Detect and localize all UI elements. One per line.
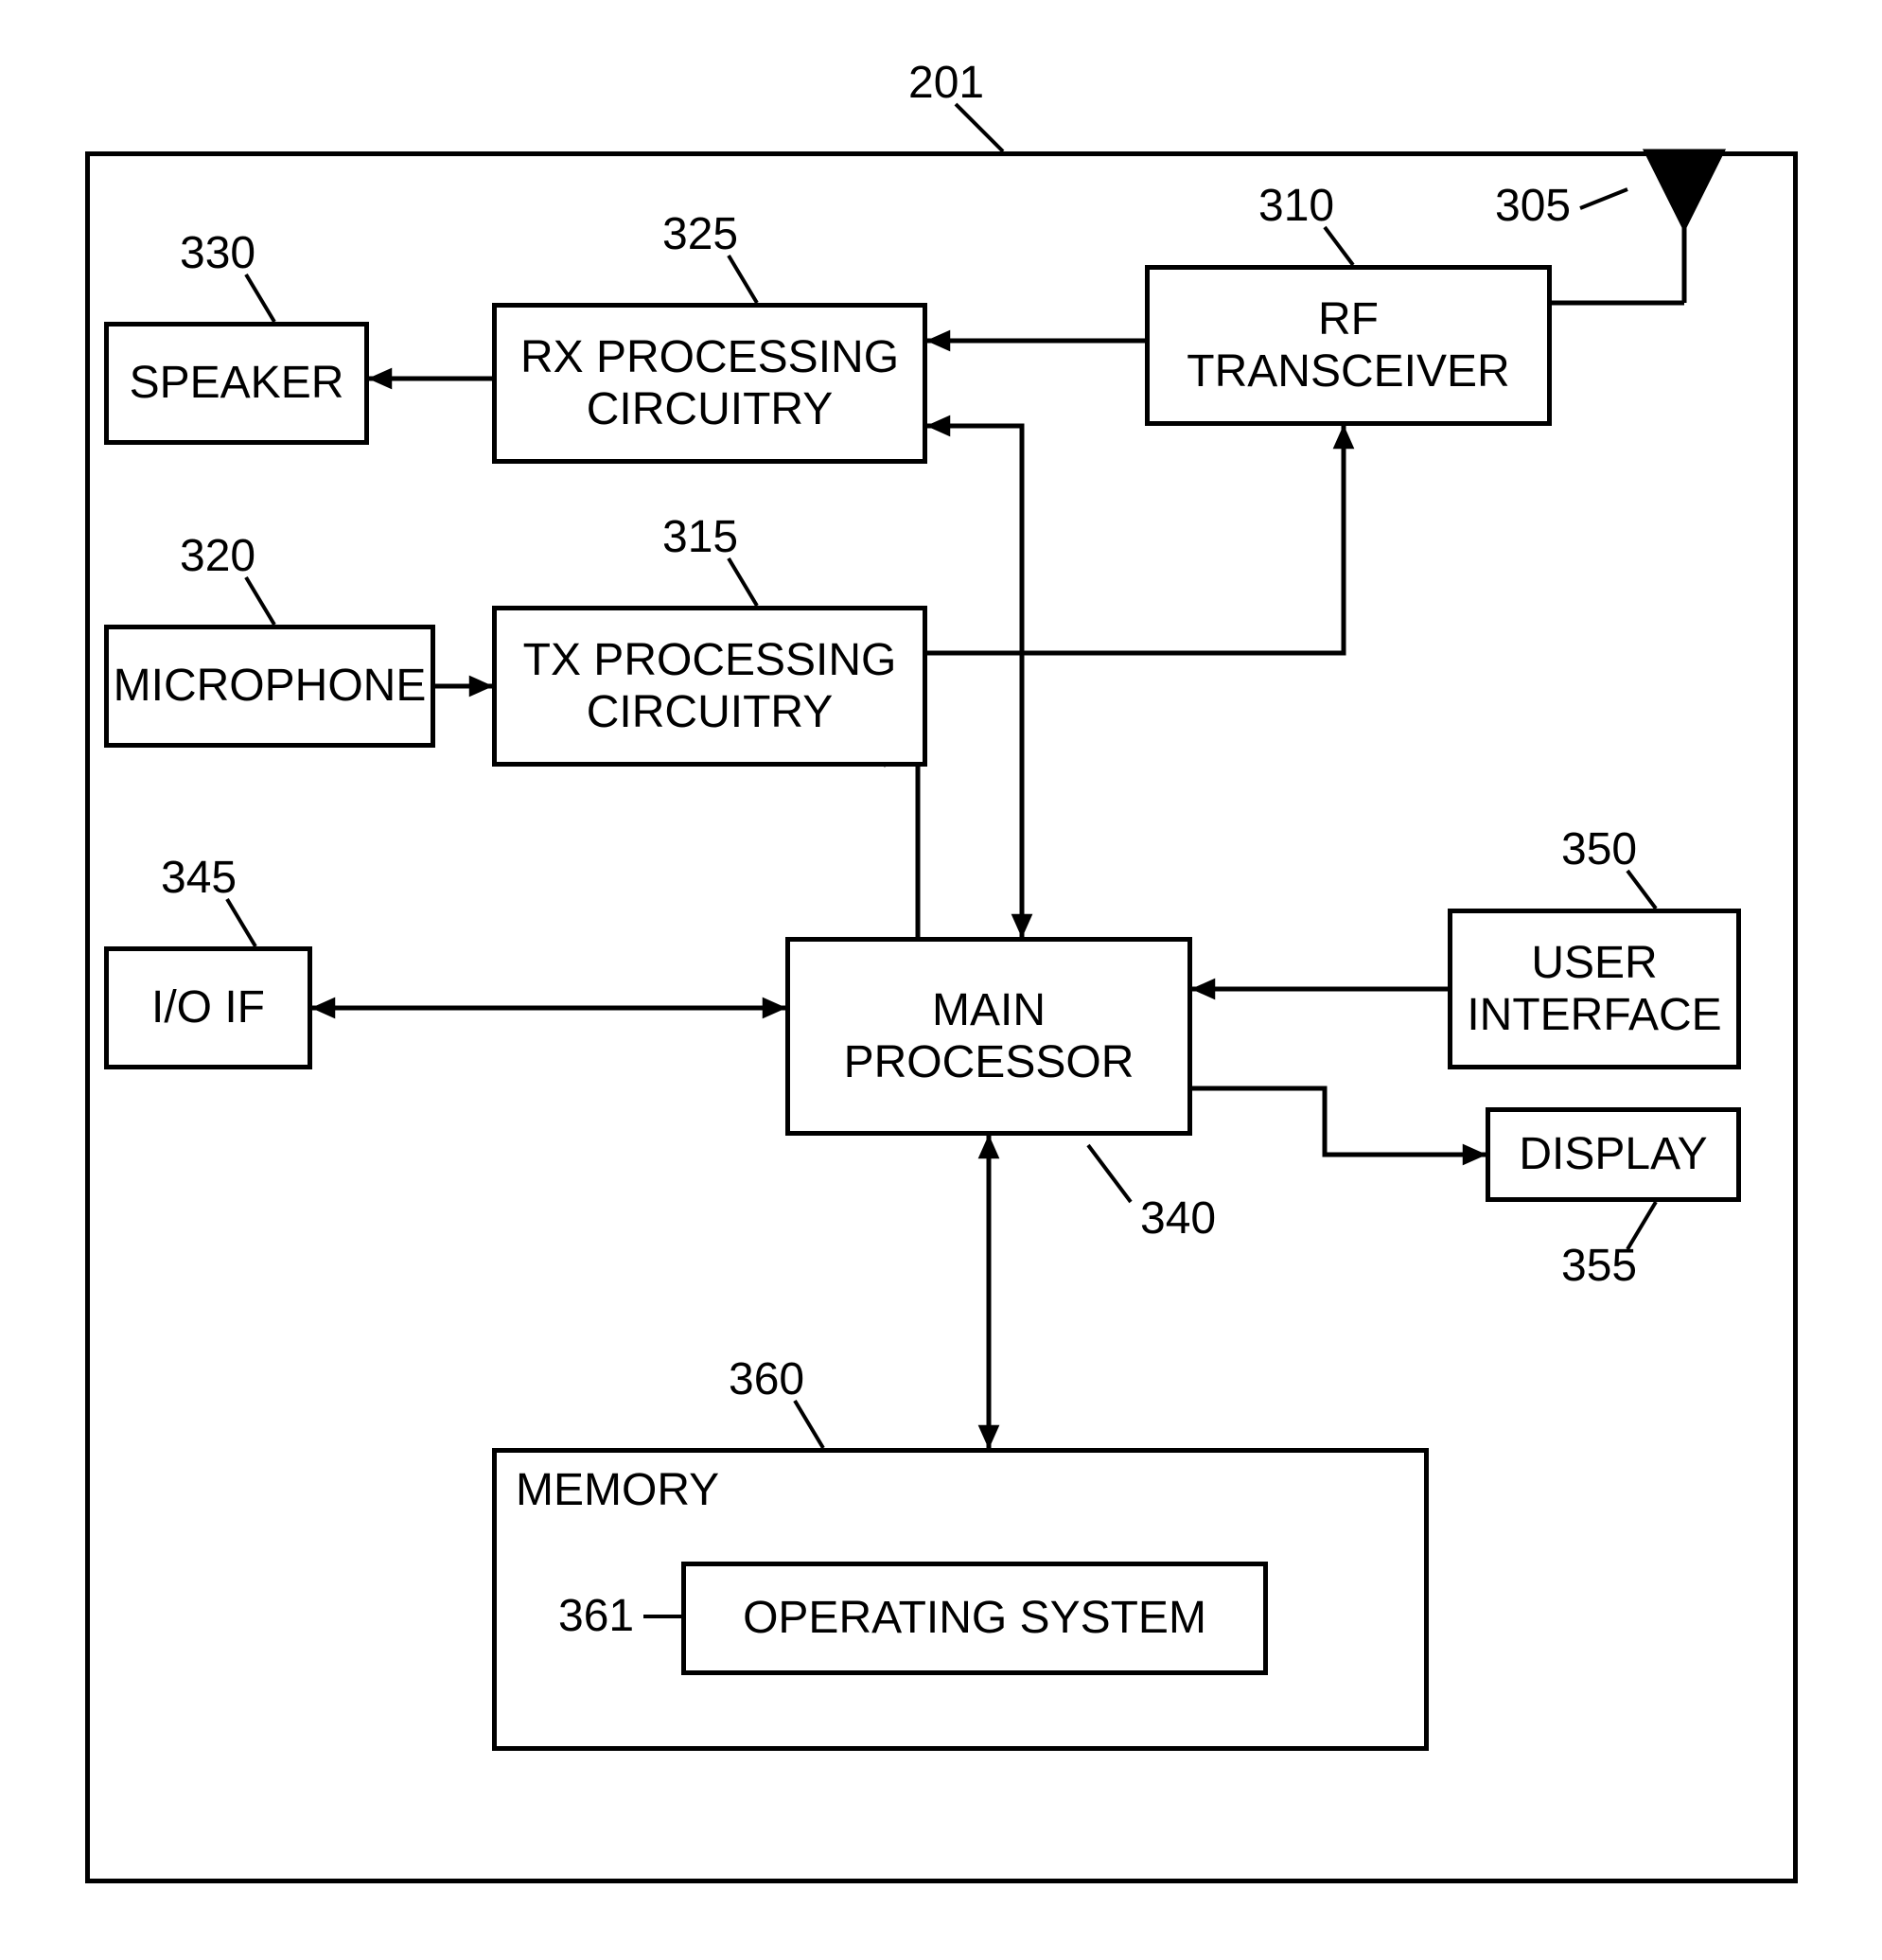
speaker-block: SPEAKER [104,322,369,445]
ioif-block: I/O IF [104,946,312,1069]
rf-label: RFTRANSCEIVER [1187,293,1509,397]
ref-label-201: 201 [908,57,984,109]
os-block: OPERATING SYSTEM [681,1562,1268,1675]
ioif-label: I/O IF [151,981,265,1033]
ref-label-350: 350 [1561,823,1637,875]
ref-label-305: 305 [1495,180,1571,232]
diagram-stage: SPEAKER RX PROCESSINGCIRCUITRY RFTRANSCEIV… [0,0,1882,1960]
proc-block: MAINPROCESSOR [785,937,1192,1136]
leader-line [956,104,1003,151]
ref-label-360: 360 [729,1353,804,1405]
ref-label-315: 315 [662,511,738,563]
speaker-label: SPEAKER [130,357,344,409]
rf-block: RFTRANSCEIVER [1145,265,1552,426]
ref-label-345: 345 [161,852,237,904]
tx-block: TX PROCESSINGCIRCUITRY [492,606,927,767]
rx-block: RX PROCESSINGCIRCUITRY [492,303,927,464]
ref-label-330: 330 [180,227,255,279]
display-label: DISPLAY [1519,1128,1707,1180]
mic-label: MICROPHONE [114,660,427,712]
ref-label-340: 340 [1140,1192,1216,1245]
rx-label: RX PROCESSINGCIRCUITRY [520,331,899,435]
tx-label: TX PROCESSINGCIRCUITRY [523,634,897,738]
ref-label-310: 310 [1258,180,1334,232]
os-label: OPERATING SYSTEM [743,1592,1206,1644]
proc-label: MAINPROCESSOR [844,984,1134,1088]
memory-title: MEMORY [516,1464,719,1516]
mic-block: MICROPHONE [104,625,435,748]
display-block: DISPLAY [1486,1107,1741,1202]
ref-label-355: 355 [1561,1240,1637,1292]
ref-label-320: 320 [180,530,255,582]
ref-label-325: 325 [662,208,738,260]
ui-label: USERINTERFACE [1467,937,1721,1041]
ui-block: USERINTERFACE [1448,909,1741,1069]
